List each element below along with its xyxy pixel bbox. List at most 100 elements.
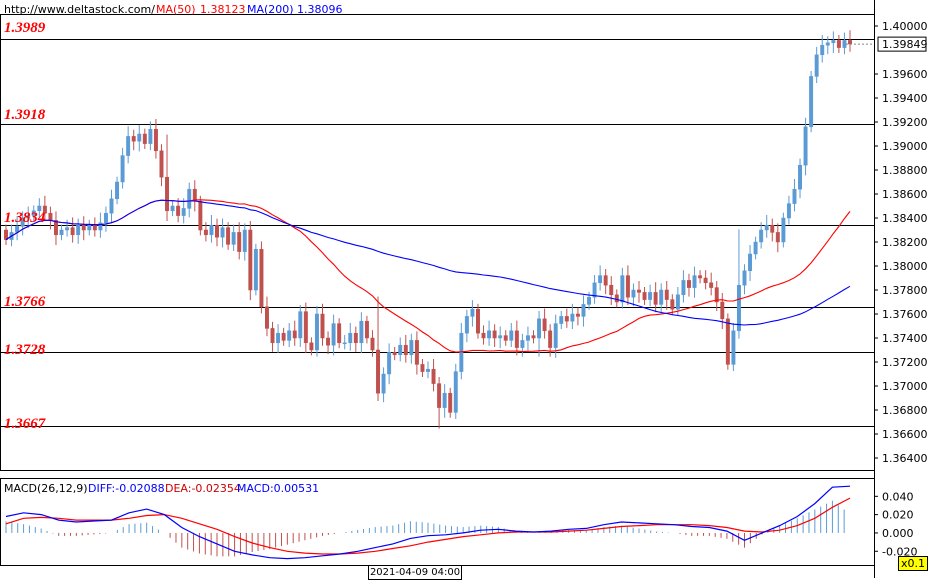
candle-body — [820, 44, 825, 56]
source-url[interactable]: http://www.deltastock.com/ — [4, 3, 155, 16]
candle-body — [759, 229, 764, 243]
candle-body — [203, 229, 208, 236]
candle-body — [42, 205, 47, 214]
candle-body — [409, 340, 414, 356]
ma200-value: 1.38096 — [297, 3, 343, 16]
candle-body — [653, 292, 658, 305]
macd-dea-line — [5, 497, 851, 555]
price-y-tick-label-11: 1.37600 — [882, 308, 928, 321]
candle-body — [631, 289, 636, 298]
price-y-tick-label-2: 1.39400 — [882, 92, 928, 105]
candle-body — [414, 340, 419, 365]
candle-body — [198, 200, 203, 231]
macd-y-tick-label-2: 0.000 — [882, 527, 914, 540]
macd-y-tick-label-1: 0.020 — [882, 509, 914, 522]
candle-body — [509, 330, 514, 341]
candle-body — [525, 335, 530, 341]
candle-body — [54, 220, 58, 236]
candle-body — [309, 342, 314, 351]
candle-body — [670, 299, 675, 310]
candle-body — [142, 133, 147, 144]
candle-body — [464, 316, 469, 334]
candle-body — [215, 224, 219, 238]
candle-body — [609, 284, 614, 296]
candle-body — [314, 313, 319, 351]
ma200-line — [5, 199, 851, 326]
candle-body — [786, 203, 791, 219]
candle-body — [731, 330, 736, 365]
candle-body — [303, 311, 308, 344]
candle-body — [176, 205, 181, 216]
candle-body — [431, 368, 436, 384]
candle-body — [753, 241, 758, 255]
candle-body — [814, 54, 819, 77]
candle-body — [376, 349, 380, 394]
candle-body — [370, 337, 375, 351]
price-y-tick-label-6: 1.38600 — [882, 188, 928, 201]
candle-body — [137, 133, 142, 142]
candle-body — [337, 323, 342, 344]
candle-body — [453, 371, 458, 413]
candle-body — [603, 275, 608, 286]
candle-body — [714, 287, 719, 303]
price-y-tick-label-9: 1.38000 — [882, 260, 928, 273]
macd-diff-value: DIFF:-0.02088 — [88, 482, 165, 495]
price-y-tick-label-0: 1.40000 — [882, 20, 928, 33]
candle-body — [614, 294, 619, 303]
level-label-5: 1.3728 — [4, 342, 46, 358]
candle-body — [103, 212, 108, 224]
candle-body — [342, 342, 347, 345]
price-y-tick-label-13: 1.37200 — [882, 356, 928, 369]
price-y-tick-label-4: 1.39000 — [882, 140, 928, 153]
candle-body — [381, 373, 386, 394]
candle-body — [353, 332, 358, 344]
candle-body — [503, 335, 508, 341]
candle-body — [725, 318, 730, 365]
candle-body — [426, 368, 430, 372]
candle-body — [126, 136, 131, 156]
candle-body — [748, 253, 753, 272]
candle-body — [675, 294, 680, 310]
candle-body — [564, 316, 569, 322]
candle-body — [76, 224, 81, 236]
candle-body — [492, 330, 497, 339]
candle-body — [637, 289, 641, 293]
candle-body — [736, 284, 741, 332]
ma50-line — [5, 199, 851, 353]
level-label-1: 1.3989 — [4, 20, 46, 36]
candle-body — [65, 227, 70, 231]
candle-body — [120, 155, 125, 183]
candle-body — [287, 330, 292, 341]
candle-body — [781, 217, 786, 243]
price-y-tick-label-12: 1.37400 — [882, 332, 928, 345]
candle-body — [581, 304, 586, 317]
price-y-tick-label-1: 1.39600 — [882, 68, 928, 81]
candle-body — [159, 150, 164, 178]
macd-y-tick-label-0: 0.040 — [882, 490, 914, 503]
candle-body — [448, 392, 453, 413]
candle-body — [181, 208, 186, 216]
candle-body — [364, 320, 369, 339]
candle-body — [276, 332, 281, 344]
candle-body — [92, 224, 97, 231]
candle-body — [476, 308, 480, 334]
current-price-box — [877, 36, 927, 52]
candle-body — [709, 282, 714, 288]
candle-body — [770, 224, 775, 233]
zoom-factor-button[interactable]: x0.1 — [897, 556, 928, 571]
candle-body — [742, 270, 747, 286]
candle-body — [209, 224, 214, 236]
level-label-2: 1.3918 — [4, 107, 46, 123]
candle-body — [698, 275, 703, 279]
candle-body — [848, 40, 852, 45]
candle-body — [692, 275, 697, 288]
candle-body — [326, 337, 331, 346]
candle-body — [48, 212, 53, 221]
candle-body — [764, 224, 769, 231]
candle-body — [420, 364, 425, 372]
candle-body — [87, 224, 92, 231]
candle-body — [253, 248, 258, 291]
candle-body — [359, 320, 364, 344]
level-label-6: 1.3667 — [4, 416, 46, 432]
